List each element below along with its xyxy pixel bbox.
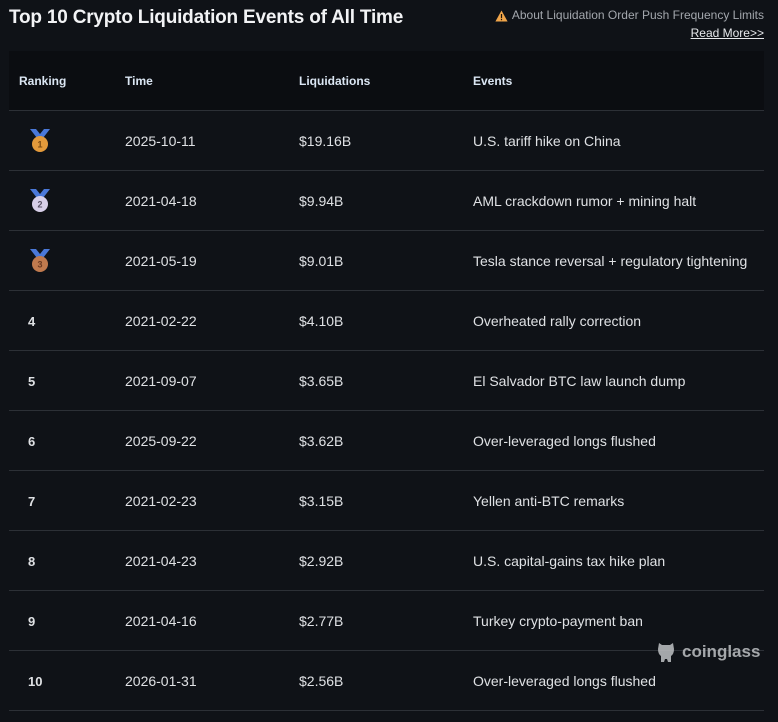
ranking-cell: 3 xyxy=(9,246,125,275)
rank-number: 9 xyxy=(28,613,36,629)
rank-number: 8 xyxy=(28,553,36,569)
table-row[interactable]: 4 2021-02-22 $4.10B Overheated rally cor… xyxy=(9,291,764,351)
rank-number: 5 xyxy=(28,373,36,389)
time-cell: 2021-05-19 xyxy=(125,252,197,269)
ranking-cell: 6 xyxy=(9,433,125,449)
event-cell: Yellen anti-BTC remarks xyxy=(473,492,625,509)
event-cell: Tesla stance reversal + regulatory tight… xyxy=(473,252,748,269)
liquidations-cell: $9.94B xyxy=(299,192,344,209)
table-row[interactable]: 10 2026-01-31 $2.56B Over-leveraged long… xyxy=(9,651,764,711)
time-cell: 2021-04-16 xyxy=(125,612,197,629)
svg-text:2: 2 xyxy=(37,200,42,210)
time-cell: 2021-09-07 xyxy=(125,372,197,389)
notice-text: About Liquidation Order Push Frequency L… xyxy=(511,8,764,22)
column-header-liquidations[interactable]: Liquidations xyxy=(299,73,371,88)
time-cell: 2021-02-22 xyxy=(125,312,197,329)
event-cell: Over-leveraged longs flushed xyxy=(473,672,656,689)
ranking-cell: 1 xyxy=(9,126,125,155)
rank-number: 6 xyxy=(28,433,36,449)
column-header-ranking[interactable]: Ranking xyxy=(19,73,67,88)
table-row[interactable]: 3 2021-05-19 $9.01B Tesla stance reversa… xyxy=(9,231,764,291)
notice-block: About Liquidation Order Push Frequency L… xyxy=(495,7,764,42)
time-cell: 2021-04-18 xyxy=(125,192,197,209)
read-more-link[interactable]: Read More>> xyxy=(690,26,764,40)
event-cell: AML crackdown rumor + mining halt xyxy=(473,192,697,209)
svg-text:3: 3 xyxy=(37,260,42,270)
table-row[interactable]: 7 2021-02-23 $3.15B Yellen anti-BTC rema… xyxy=(9,471,764,531)
liquidations-cell: $2.56B xyxy=(299,672,344,689)
table-row[interactable]: 9 2021-04-16 $2.77B Turkey crypto-paymen… xyxy=(9,591,764,651)
rank-number: 7 xyxy=(28,493,36,509)
table-row[interactable]: 6 2025-09-22 $3.62B Over-leveraged longs… xyxy=(9,411,764,471)
ranking-cell: 7 xyxy=(9,493,125,509)
liquidations-cell: $4.10B xyxy=(299,312,344,329)
page-title: Top 10 Crypto Liquidation Events of All … xyxy=(9,7,404,28)
column-header-events[interactable]: Events xyxy=(473,73,513,88)
time-cell: 2026-01-31 xyxy=(125,672,197,689)
event-cell: Overheated rally correction xyxy=(473,312,642,329)
ranking-cell: 5 xyxy=(9,373,125,389)
medal-silver-icon: 2 xyxy=(30,189,50,212)
table-header: Ranking Time Liquidations Events xyxy=(9,51,764,111)
rank-number: 10 xyxy=(28,673,43,689)
liquidations-cell: $3.62B xyxy=(299,432,344,449)
liquidations-cell: $19.16B xyxy=(299,132,352,149)
time-cell: 2025-10-11 xyxy=(125,132,196,149)
column-header-time[interactable]: Time xyxy=(125,73,153,88)
liquidations-cell: $2.92B xyxy=(299,552,344,569)
table-row[interactable]: 2 2021-04-18 $9.94B AML crackdown rumor … xyxy=(9,171,764,231)
medal-gold-icon: 1 xyxy=(30,129,50,152)
table-row[interactable]: 1 2025-10-11 $19.16B U.S. tariff hike on… xyxy=(9,111,764,171)
notice-line: About Liquidation Order Push Frequency L… xyxy=(495,7,764,24)
time-cell: 2021-04-23 xyxy=(125,552,197,569)
event-cell: U.S. capital-gains tax hike plan xyxy=(473,552,666,569)
watermark-text: coinglass xyxy=(682,642,761,661)
time-cell: 2021-02-23 xyxy=(125,492,197,509)
medal-bronze-icon: 3 xyxy=(30,249,50,272)
event-cell: Turkey crypto-payment ban xyxy=(473,612,643,629)
event-cell: U.S. tariff hike on China xyxy=(473,132,621,149)
ranking-cell: 2 xyxy=(9,186,125,215)
event-cell: Over-leveraged longs flushed xyxy=(473,432,656,449)
ranking-cell: 4 xyxy=(9,313,125,329)
ranking-cell: 10 xyxy=(9,673,125,689)
liquidations-cell: $2.77B xyxy=(299,612,344,629)
rank-number: 4 xyxy=(28,313,36,329)
warning-icon xyxy=(495,10,508,21)
liquidations-cell: $3.15B xyxy=(299,492,344,509)
coinglass-logo-icon xyxy=(658,643,674,662)
liquidations-cell: $9.01B xyxy=(299,252,344,269)
svg-text:1: 1 xyxy=(37,140,42,150)
ranking-cell: 8 xyxy=(9,553,125,569)
liquidation-table: Ranking Time Liquidations Events 1 2025-… xyxy=(9,51,764,711)
table-row[interactable]: 5 2021-09-07 $3.65B El Salvador BTC law … xyxy=(9,351,764,411)
liquidations-cell: $3.65B xyxy=(299,372,344,389)
coinglass-watermark: coinglass xyxy=(654,640,760,664)
table-row[interactable]: 8 2021-04-23 $2.92B U.S. capital-gains t… xyxy=(9,531,764,591)
time-cell: 2025-09-22 xyxy=(125,432,197,449)
event-cell: El Salvador BTC law launch dump xyxy=(473,372,686,389)
ranking-cell: 9 xyxy=(9,613,125,629)
